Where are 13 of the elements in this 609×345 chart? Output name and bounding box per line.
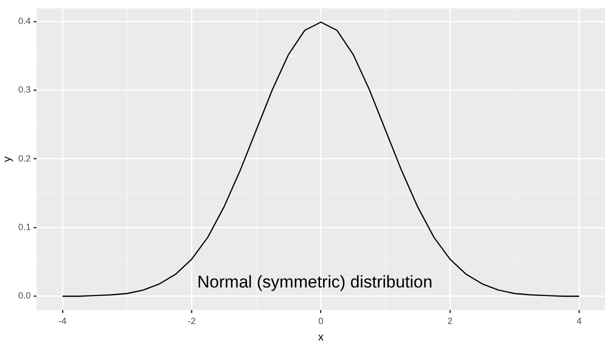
x-axis-title: x [318, 331, 324, 344]
y-tick-label: 0.2 [18, 153, 31, 164]
y-tick-label: 0.3 [18, 84, 31, 95]
y-tick-label: 0.1 [18, 222, 31, 232]
x-tick-label: 4 [576, 316, 582, 326]
x-tick-label: 2 [448, 316, 453, 326]
y-tick-label: 0.0 [18, 290, 31, 301]
y-axis-title: y [2, 156, 14, 162]
x-tick-label: -2 [188, 316, 196, 326]
x-tick-label: -4 [58, 316, 67, 326]
y-tick-label: 0.4 [18, 16, 31, 26]
annotation: Normal (symmetric) distribution [197, 272, 432, 292]
x-tick-label: 0 [318, 316, 324, 326]
